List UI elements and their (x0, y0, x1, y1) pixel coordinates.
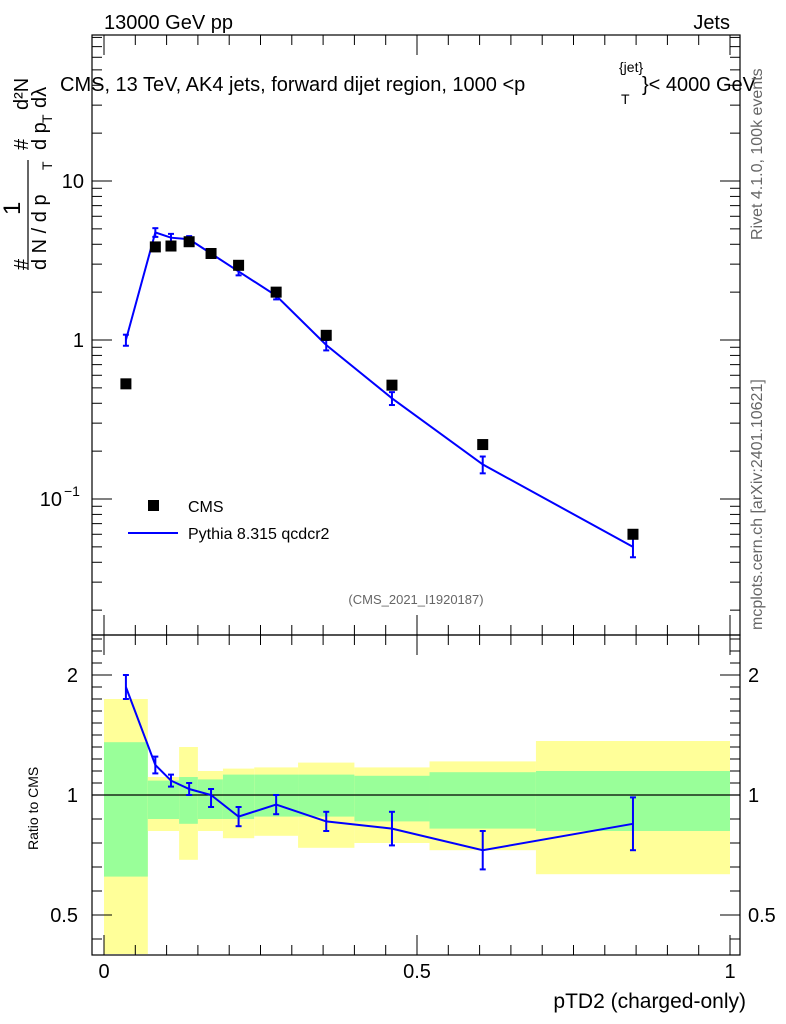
plot-title-main: CMS, 13 TeV, AK4 jets, forward dijet reg… (60, 74, 525, 96)
plot-title-sub: T (621, 91, 630, 107)
ratio-bands (104, 699, 730, 954)
y-tick-label: 10 (40, 489, 62, 511)
plot-title: CMS, 13 TeV, AK4 jets, forward dijet reg… (60, 59, 757, 107)
ylabel-b: 1 (0, 202, 26, 215)
ratio-ylabel: Ratio to CMS (25, 767, 41, 850)
data-marks (120, 227, 639, 871)
side-label-rivet: Rivet 4.1.0, 100k events (749, 68, 766, 240)
plot-title-tail: }< 4000 GeV (642, 74, 757, 96)
ylabel-f: d p (29, 122, 51, 150)
ratio-band-inner (104, 742, 148, 877)
analysis-tag: (CMS_2021_I1920187) (348, 592, 483, 607)
side-label-mcplots: mcplots.cern.ch [arXiv:2401.10621] (749, 379, 766, 630)
ratio-tick-label-right: 0.5 (748, 905, 776, 927)
main-ylabel: # 1 d N / d p T # d p T dλ d²N (0, 78, 55, 270)
x-tick-label: 0 (98, 961, 109, 983)
cms-data-point (165, 240, 177, 252)
header-left: 13000 GeV pp (104, 12, 233, 34)
ratio-band-inner (179, 777, 198, 824)
ratio-tick-label-left: 1 (67, 785, 78, 807)
header-right: Jets (693, 12, 730, 34)
x-tick-label: 1 (724, 961, 735, 983)
ratio-tick-label-right: 2 (748, 665, 759, 687)
cms-data-point (477, 439, 489, 451)
legend-cms-marker (148, 500, 159, 511)
ylabel-h: dλ (29, 87, 51, 108)
y-tick-label: 1 (73, 330, 84, 352)
x-axis-label: pTD2 (charged-only) (553, 990, 746, 1013)
ylabel-e: # (11, 138, 33, 150)
ylabel-d: T (39, 161, 55, 170)
y-tick-label-exponent: −1 (64, 483, 80, 499)
x-tick-label: 0.5 (403, 961, 431, 983)
cms-data-point (149, 241, 161, 253)
main-plot-frame (91, 34, 741, 636)
ratio-tick-label-left: 2 (67, 665, 78, 687)
cms-data-point (233, 259, 245, 271)
ylabel-i: d²N (11, 78, 33, 110)
ratio-band-inner (147, 780, 180, 819)
ratio-tick-label-right: 1 (748, 785, 759, 807)
cms-data-point (120, 378, 132, 390)
y-tick-label: 10 (62, 171, 84, 193)
cms-data-point (320, 329, 332, 341)
cms-data-point (183, 236, 195, 248)
plot-title-sup: {jet} (619, 59, 643, 75)
legend-mc-label: Pythia 8.315 qcdcr2 (188, 526, 330, 543)
cms-data-point (627, 528, 639, 540)
legend: CMS Pythia 8.315 qcdcr2 (128, 499, 330, 543)
ratio-band-inner (429, 772, 536, 829)
ylabel-c: d N / d p (29, 194, 51, 270)
cms-data-point (386, 379, 398, 391)
legend-cms-label: CMS (188, 499, 224, 516)
cms-data-point (270, 286, 282, 298)
ylabel-g: T (39, 114, 55, 123)
cms-data-point (205, 247, 217, 259)
ratio-tick-label-left: 0.5 (50, 905, 78, 927)
